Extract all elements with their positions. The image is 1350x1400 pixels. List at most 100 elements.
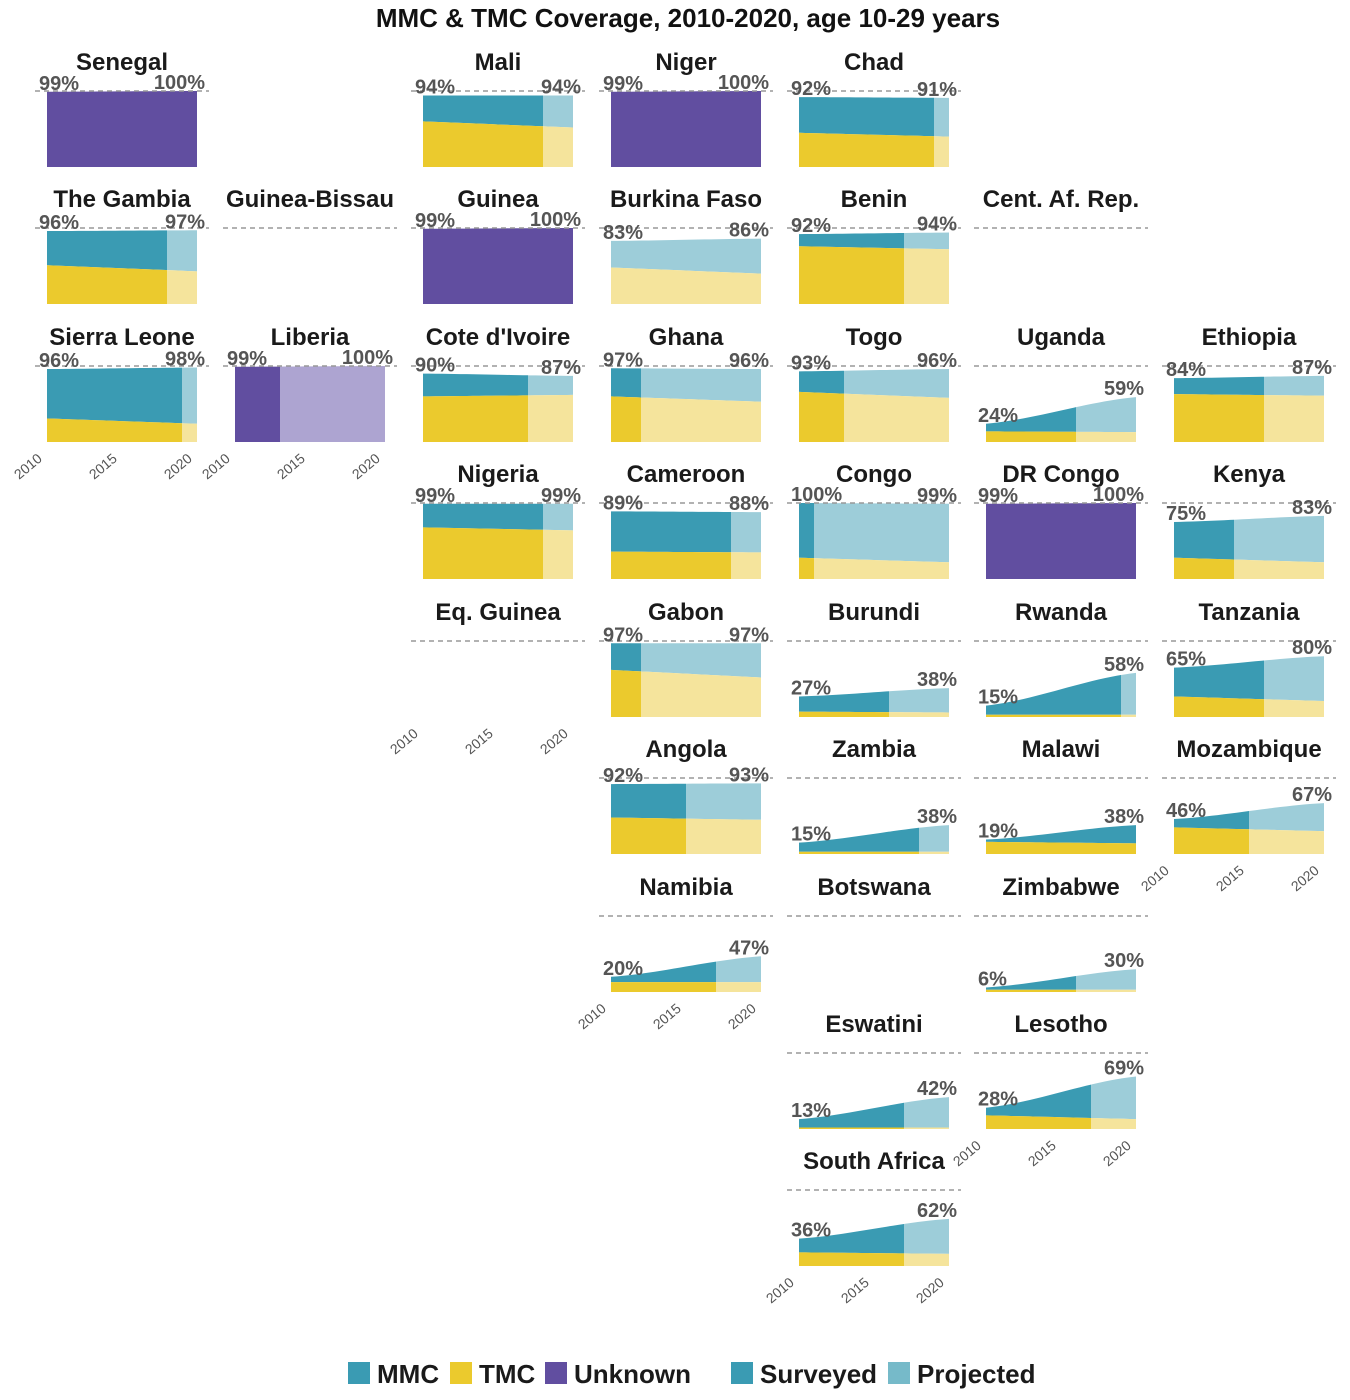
mmc-surveyed-area-namibia [611,961,716,983]
start-label-ethiopia: 84% [1166,359,1206,381]
tmc-surveyed-area-malawi [986,841,1136,854]
panel-rwanda: Rwanda 15% 58% [974,599,1148,717]
panel-title-botswana: Botswana [817,874,931,901]
tmc-projected-area-south-africa [904,1253,949,1266]
panel-kenya: Kenya 75% 83% [1162,461,1336,579]
mmc-surveyed-area-togo [799,370,844,394]
end-label-liberia: 100% [342,347,393,369]
mmc-projected-area-sierra-leone [182,367,197,424]
panel-title-mali: Mali [475,49,522,76]
x-tick-label: 2010 [763,1274,797,1306]
start-label-angola: 92% [603,765,643,787]
panel-ethiopia: Ethiopia 84% 87% [1162,324,1336,442]
mmc-surveyed-area-zambia [799,827,919,852]
panel-title-eswatini: Eswatini [825,1011,922,1038]
start-label-rwanda: 15% [978,687,1018,709]
tmc-surveyed-area-namibia [611,982,716,992]
panel-title-mozambique: Mozambique [1176,736,1321,763]
panel-mozambique: Mozambique 46% 67% [1162,736,1336,854]
tmc-projected-area-gabon [641,671,761,717]
tmc-projected-area-togo [844,393,949,442]
start-label-eswatini: 13% [791,1100,831,1122]
start-label-senegal: 99% [39,73,79,95]
start-label-ghana: 97% [603,349,643,371]
mmc-surveyed-area-the-gambia [47,230,167,271]
legend-label-tmc: TMC [479,1359,536,1389]
start-label-sierra-leone: 96% [39,350,79,372]
x-tick-label: 2015 [462,725,496,757]
mmc-projected-area-cameroon [731,512,761,553]
panel-chad: Chad 92% 91% [787,49,961,167]
end-label-nigeria: 99% [541,485,581,507]
legend-swatch-unknown [545,1362,567,1384]
start-label-kenya: 75% [1166,503,1206,525]
mmc-surveyed-area-chad [799,97,934,137]
start-label-the-gambia: 96% [39,212,79,234]
panel-title-togo: Togo [846,324,903,351]
start-label-cameroon: 89% [603,492,643,514]
mmc-projected-area-benin [904,232,949,250]
chart-title: MMC & TMC Coverage, 2010-2020, age 10-29… [376,3,1000,33]
start-label-zambia: 15% [791,824,831,846]
mmc-surveyed-area-lesotho [986,1084,1091,1118]
end-label-rwanda: 58% [1104,654,1144,676]
end-label-ethiopia: 87% [1292,357,1332,379]
start-label-gabon: 97% [603,624,643,646]
tmc-projected-area-burkina-faso [611,267,761,304]
mmc-projected-area-south-africa [904,1218,949,1254]
panel-title-ghana: Ghana [649,324,724,351]
start-label-zimbabwe: 6% [978,968,1007,990]
start-label-liberia: 99% [227,348,267,370]
unknown-surveyed-area-liberia [235,366,280,442]
panel-tanzania: Tanzania 65% 80% [1162,599,1336,717]
tmc-surveyed-area-togo [799,391,844,442]
start-label-burundi: 27% [791,677,831,699]
end-label-namibia: 47% [729,937,769,959]
x-tick-label: 2010 [575,1000,609,1032]
unknown-projected-area-liberia [280,366,385,442]
panel-title-zimbabwe: Zimbabwe [1002,874,1119,901]
panel-mali: Mali 94% 94% [411,49,585,167]
tmc-projected-area-eswatini [904,1127,949,1129]
x-tick-label: 2015 [838,1274,872,1306]
tmc-surveyed-area-ethiopia [1174,394,1264,442]
mmc-surveyed-area-mali [423,95,543,127]
panel-title-namibia: Namibia [639,874,733,901]
panel-togo: Togo 93% 96% [787,324,961,442]
mmc-projected-area-mozambique [1249,803,1324,832]
mmc-surveyed-area-nigeria [423,503,543,530]
end-label-mali: 94% [541,77,581,99]
mmc-projected-area-chad [934,97,949,137]
end-label-chad: 91% [917,79,957,101]
x-tick-label: 2015 [650,1000,684,1032]
tmc-surveyed-area-burundi [799,711,889,717]
mmc-surveyed-area-cote-d-ivoire [423,373,528,397]
panel-title-nigeria: Nigeria [457,461,539,488]
panel-title-sierra-leone: Sierra Leone [49,324,194,351]
panel-title-ethiopia: Ethiopia [1202,324,1297,351]
start-label-cote-d-ivoire: 90% [415,355,455,377]
tmc-projected-area-ethiopia [1264,395,1324,442]
tmc-projected-area-angola [686,818,761,854]
x-tick-label: 2015 [274,450,308,482]
panel-niger: Niger 99% 100% [599,49,773,167]
unknown-surveyed-area-dr-congo [986,503,1136,579]
end-label-eswatini: 42% [917,1078,957,1100]
panel-lesotho: Lesotho 28% 69% [974,1011,1148,1129]
tmc-projected-area-burundi [889,712,949,717]
tmc-projected-area-lesotho [1091,1117,1136,1129]
panel-title-south-africa: South Africa [803,1148,945,1175]
start-label-niger: 99% [603,73,643,95]
start-label-mozambique: 46% [1166,800,1206,822]
tmc-surveyed-area-zimbabwe [986,989,1076,992]
tmc-projected-area-tanzania [1264,699,1324,717]
end-label-dr-congo: 100% [1093,484,1144,506]
mmc-surveyed-area-eswatini [799,1102,904,1128]
tmc-projected-area-congo [814,558,949,579]
mmc-projected-area-nigeria [543,503,573,531]
tmc-projected-area-namibia [716,982,761,992]
end-label-uganda: 59% [1104,378,1144,400]
end-label-guinea: 100% [530,209,581,231]
mmc-projected-area-angola [686,783,761,820]
